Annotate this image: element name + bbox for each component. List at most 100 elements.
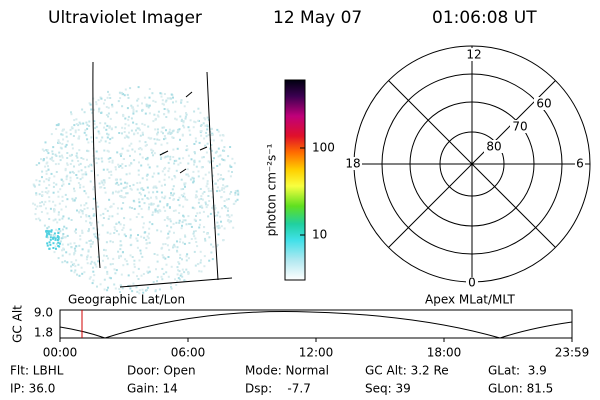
pixel <box>193 218 196 221</box>
pixel <box>86 255 89 258</box>
pixel <box>66 198 69 201</box>
pixel <box>142 226 145 229</box>
pixel <box>182 157 185 160</box>
pixel <box>107 286 109 289</box>
pixel <box>70 246 73 249</box>
pixel <box>77 263 80 266</box>
pixel <box>89 163 91 166</box>
pixel <box>178 196 181 199</box>
pixel <box>61 184 64 187</box>
pixel <box>183 182 186 185</box>
pixel <box>80 254 83 257</box>
pixel <box>89 217 92 220</box>
pixel <box>168 248 171 251</box>
pixel <box>157 110 160 113</box>
pixel <box>237 191 240 194</box>
pixel <box>200 166 203 169</box>
pixel <box>52 191 55 194</box>
pixel <box>210 134 213 136</box>
pixel <box>122 93 125 95</box>
pixel <box>116 151 119 154</box>
pixel <box>107 257 109 260</box>
pixel <box>67 243 70 246</box>
pixel <box>130 188 133 191</box>
pixel <box>102 183 105 186</box>
pixel <box>108 215 111 218</box>
pixel <box>129 218 132 221</box>
pixel <box>100 157 103 160</box>
pixel <box>154 208 157 210</box>
pixel <box>160 275 163 278</box>
pixel <box>168 167 171 170</box>
pixel <box>210 190 213 192</box>
pixel <box>37 217 40 220</box>
polar-label: 12 <box>466 48 481 62</box>
pixel <box>73 230 76 233</box>
pixel <box>65 205 67 208</box>
pixel <box>198 198 201 201</box>
pixel <box>54 235 56 237</box>
pixel <box>142 291 145 294</box>
pixel <box>45 162 48 165</box>
pixel <box>147 266 150 269</box>
pixel <box>57 195 60 198</box>
pixel <box>224 185 227 188</box>
pixel <box>138 259 141 262</box>
pixel <box>58 151 61 154</box>
pixel <box>104 249 107 252</box>
pixel <box>79 183 82 186</box>
pixel <box>101 224 104 227</box>
pixel <box>197 201 200 204</box>
pixel <box>114 178 117 181</box>
pixel <box>87 250 90 253</box>
pixel <box>111 263 114 265</box>
pixel <box>56 235 59 238</box>
pixel <box>81 176 84 179</box>
pixel <box>78 149 81 152</box>
pixel <box>178 128 181 131</box>
pixel <box>121 163 124 166</box>
polar-label: 0 <box>468 276 476 290</box>
pixel <box>201 192 204 195</box>
pixel <box>202 231 205 233</box>
pixel <box>111 136 114 139</box>
pixel <box>77 170 80 173</box>
pixel <box>79 122 82 125</box>
pixel <box>110 205 113 208</box>
pixel <box>167 256 170 258</box>
pixel <box>225 198 228 201</box>
pixel <box>49 233 52 236</box>
pixel <box>94 127 97 130</box>
pixel <box>100 186 103 189</box>
pixel <box>60 208 63 211</box>
pixel <box>175 221 178 224</box>
pixel <box>78 137 80 140</box>
pixel <box>205 151 208 154</box>
pixel <box>213 157 215 160</box>
pixel <box>184 182 187 185</box>
pixel <box>99 122 102 125</box>
pixel <box>71 170 74 173</box>
pixel <box>129 185 131 187</box>
pixel <box>214 207 217 209</box>
pixel <box>127 115 130 118</box>
pixel <box>80 204 82 207</box>
pixel <box>130 162 133 165</box>
pixel <box>141 122 144 125</box>
pixel <box>78 121 81 124</box>
pixel <box>159 210 162 213</box>
pixel <box>156 229 159 232</box>
pixel <box>119 240 122 243</box>
pixel <box>82 173 85 176</box>
pixel <box>44 191 47 193</box>
pixel <box>203 117 206 120</box>
pixel <box>200 195 203 198</box>
pixel <box>141 131 144 134</box>
pixel <box>199 250 202 253</box>
pixel <box>104 207 107 210</box>
pixel <box>196 195 198 198</box>
pixel <box>121 287 124 290</box>
pixel <box>199 111 202 114</box>
pixel <box>166 97 169 100</box>
